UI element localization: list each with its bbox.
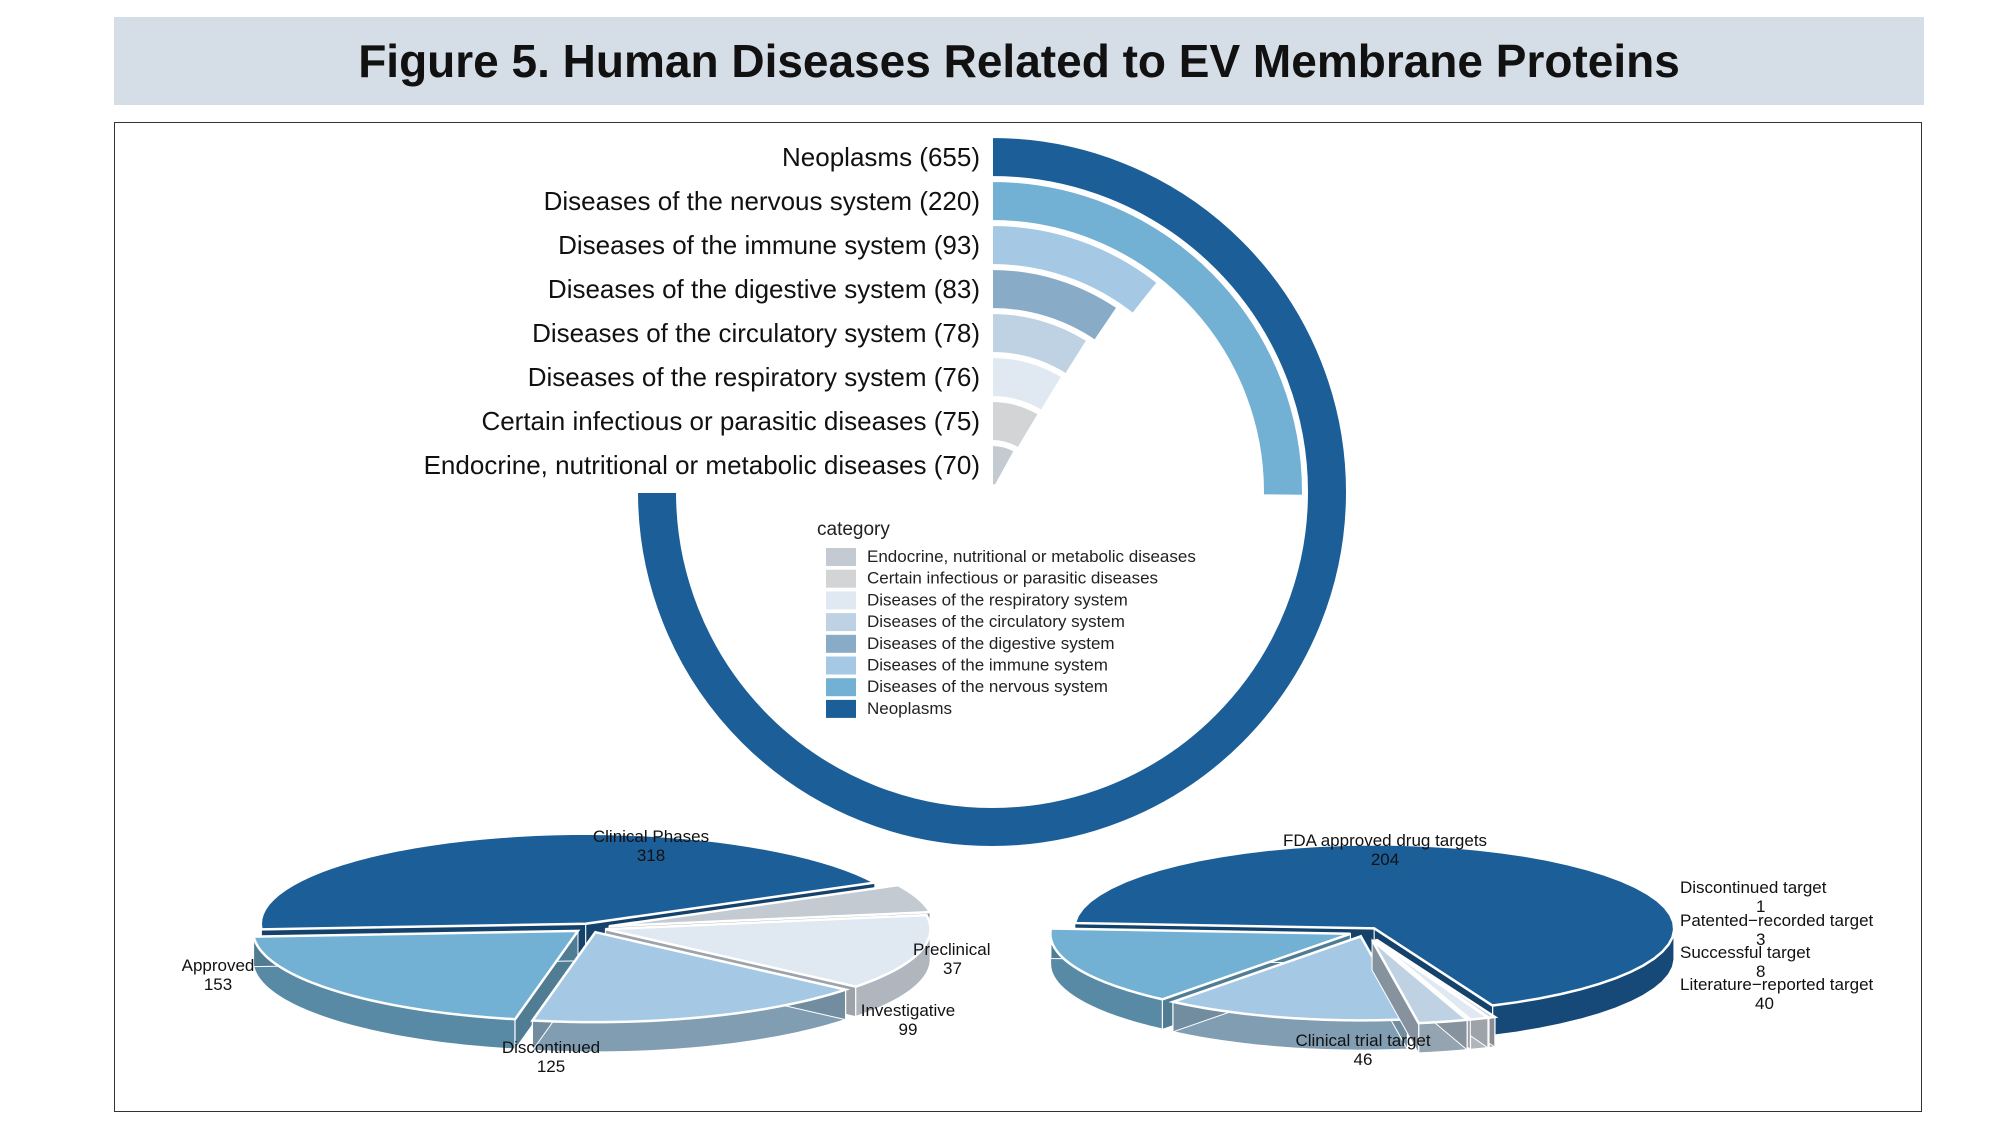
legend-swatch-infectious (826, 569, 856, 588)
legend-swatch-nervous (826, 678, 856, 697)
pie-value-discontinued: 125 (537, 1057, 565, 1076)
radial-label-endocrine: Endocrine, nutritional or metabolic dise… (424, 450, 980, 480)
pie-value-patented-recorded-target: 3 (1756, 930, 1765, 949)
pie-label-investigative: Investigative (861, 1001, 956, 1020)
pie-value-investigative: 99 (899, 1020, 918, 1039)
legend-label-infectious: Certain infectious or parasitic diseases (867, 569, 1158, 588)
pie-slice-discontinued (530, 930, 851, 1053)
radial-label-infectious: Certain infectious or parasitic diseases… (481, 406, 980, 436)
legend-label-circulatory: Diseases of the circulatory system (867, 612, 1125, 631)
figure-header: Figure 5. Human Diseases Related to EV M… (114, 17, 1924, 105)
radial-label-immune: Diseases of the immune system (93) (558, 230, 980, 260)
legend-swatch-circulatory (826, 613, 856, 632)
pie-label-clinical-phases: Clinical Phases (593, 827, 709, 846)
pie-slice-successful-target (1371, 938, 1471, 1056)
radial-label-circulatory: Diseases of the circulatory system (78) (532, 318, 980, 348)
legend-label-digestive: Diseases of the digestive system (867, 634, 1115, 653)
legend-label-endocrine: Endocrine, nutritional or metabolic dise… (867, 547, 1196, 566)
legend-label-neoplasms: Neoplasms (867, 699, 952, 718)
pie-value-clinical-phases: 318 (637, 846, 665, 865)
radial-label-respiratory: Diseases of the respiratory system (76) (528, 362, 980, 392)
pie-label-successful-target: Successful target (1680, 943, 1811, 962)
pie-label-fda-approved-drug-targets: FDA approved drug targets (1283, 831, 1487, 850)
legend-label-immune: Diseases of the immune system (867, 656, 1108, 675)
pie-slice-approved (251, 929, 581, 1051)
pie-value-clinical-trial-target: 46 (1354, 1050, 1373, 1069)
legend-title: category (817, 519, 890, 540)
pie-value-successful-target: 8 (1756, 962, 1765, 981)
legend-swatch-respiratory (826, 591, 856, 610)
radial-bar-infectious (991, 399, 1041, 450)
figure-title: Figure 5. Human Diseases Related to EV M… (358, 35, 1680, 87)
pie-label-literature-reported-target: Literature−reported target (1680, 975, 1874, 994)
pie-value-literature-reported-target: 40 (1755, 994, 1774, 1013)
legend-swatch-neoplasms (826, 699, 856, 718)
radial-bar-respiratory (991, 355, 1064, 413)
pie-label-approved: Approved (182, 956, 255, 975)
pie-label-preclinical: Preclinical (913, 940, 990, 959)
pie-value-preclinical: 37 (943, 959, 962, 978)
pie-label-patented-recorded-target: Patented−recorded target (1680, 911, 1874, 930)
radial-bar-neoplasms (635, 135, 1348, 848)
radial-bar-nervous (991, 179, 1304, 497)
radial-bar-endocrine (991, 443, 1017, 488)
pie-label-discontinued-target: Discontinued target (1680, 878, 1827, 897)
radial-bar-circulatory (991, 311, 1089, 376)
legend-swatch-endocrine (826, 548, 856, 566)
radial-bar-chart: Neoplasms (655) Diseases of the nervous s… (424, 135, 1348, 848)
legend-swatch-digestive (826, 634, 856, 653)
pie-value-discontinued-target: 1 (1756, 897, 1765, 916)
legend-label-nervous: Diseases of the nervous system (867, 677, 1108, 696)
radial-label-neoplasms: Neoplasms (655) (782, 142, 980, 172)
radial-bar-immune (991, 223, 1160, 316)
radial-label-nervous: Diseases of the nervous system (220) (544, 186, 980, 216)
pie-label-discontinued: Discontinued (502, 1038, 600, 1057)
radial-bar-digestive (991, 267, 1119, 343)
radial-label-digestive: Diseases of the digestive system (83) (548, 274, 980, 304)
legend-label-respiratory: Diseases of the respiratory system (867, 590, 1128, 609)
pie-value-approved: 153 (204, 975, 232, 994)
radial-legend: category Endocrine, nutritional or metabo… (817, 519, 1196, 718)
pie-label-clinical-trial-target: Clinical trial target (1295, 1031, 1430, 1050)
legend-swatch-immune (826, 656, 856, 675)
pie-value-fda-approved-drug-targets: 204 (1371, 850, 1399, 869)
